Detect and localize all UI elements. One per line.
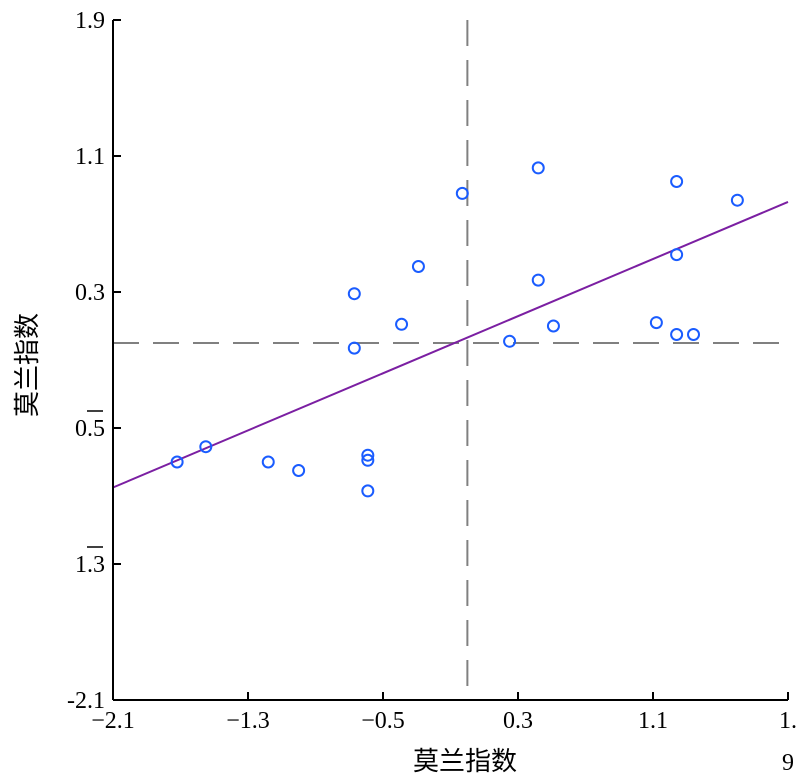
data-point: [649, 316, 663, 330]
data-point: [670, 175, 684, 188]
data-point: [292, 464, 306, 477]
data-point: [670, 248, 684, 262]
x-tick-label: −2.1: [91, 708, 135, 734]
regression-line: [112, 200, 789, 489]
x-tick-label: 9: [782, 750, 794, 776]
data-point: [361, 484, 375, 498]
x-tick-label: 0.3: [503, 708, 533, 734]
y-tick-label: -2.1: [67, 688, 105, 714]
data-point: [347, 287, 361, 301]
data-points: [170, 161, 744, 498]
data-point: [730, 193, 744, 207]
data-point: [361, 453, 375, 467]
data-point: [455, 186, 469, 200]
data-point: [261, 455, 275, 469]
y-axis-title: 莫兰指数: [13, 313, 43, 417]
x-tick-label: −0.5: [361, 708, 405, 734]
axes: [112, 20, 788, 701]
y-tick-label: 1.1: [75, 144, 105, 170]
y-axis-ticks: 1.9 1.1 0.3 0.5 1.3 -2.1: [67, 8, 121, 714]
data-point: [546, 319, 560, 333]
y-tick-label: 0.3: [75, 280, 105, 306]
regression-line-group: [112, 200, 789, 489]
data-point: [395, 317, 409, 331]
x-tick-label: 1.: [779, 708, 797, 734]
reference-lines: [113, 20, 788, 700]
data-point: [670, 328, 684, 341]
x-axis-title: 莫兰指数: [413, 747, 517, 777]
x-tick-label: −1.3: [226, 708, 270, 734]
data-point: [170, 455, 184, 469]
data-point: [199, 440, 213, 454]
x-axis-ticks: −2.1 −1.3 −0.5 0.3 1.1 1. 9: [91, 692, 797, 776]
data-point: [687, 328, 700, 341]
y-tick-label: 1.9: [75, 8, 105, 34]
y-tick-label: 1.3: [75, 552, 105, 578]
x-tick-label: 1.1: [638, 708, 668, 734]
data-point: [361, 448, 375, 462]
data-point: [531, 273, 545, 287]
data-point: [503, 334, 517, 348]
data-point: [347, 341, 361, 355]
data-point: [531, 161, 545, 175]
data-point: [411, 260, 425, 273]
y-tick-label: 0.5: [75, 416, 105, 442]
